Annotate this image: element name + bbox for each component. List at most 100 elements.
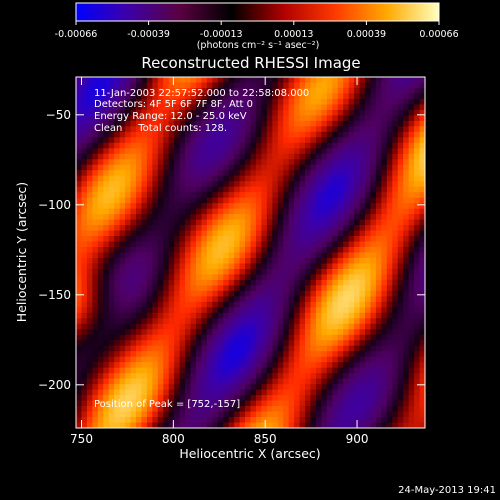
heatmap-cell bbox=[190, 367, 197, 374]
heatmap-cell bbox=[381, 340, 388, 347]
heatmap-cell bbox=[305, 301, 312, 308]
heatmap-cell bbox=[119, 186, 126, 193]
heatmap-cell bbox=[359, 318, 366, 325]
heatmap-cell bbox=[152, 170, 159, 177]
heatmap-cell bbox=[305, 98, 312, 106]
heatmap-cell bbox=[174, 93, 181, 100]
heatmap-cell bbox=[305, 378, 312, 385]
heatmap-cell bbox=[359, 137, 366, 144]
heatmap-cell bbox=[288, 115, 295, 122]
heatmap-cell bbox=[135, 356, 143, 363]
heatmap-cell bbox=[326, 203, 333, 210]
heatmap-cell bbox=[294, 274, 301, 281]
heatmap-cell bbox=[195, 104, 203, 111]
heatmap-cell bbox=[130, 318, 137, 325]
heatmap-cell bbox=[76, 98, 83, 106]
heatmap-cell bbox=[354, 219, 361, 226]
heatmap-cell bbox=[250, 301, 257, 308]
heatmap-cell bbox=[185, 164, 192, 171]
heatmap-cell bbox=[76, 323, 83, 330]
heatmap-cell bbox=[212, 109, 219, 116]
heatmap-cell bbox=[348, 131, 355, 138]
heatmap-cell bbox=[354, 203, 361, 210]
heatmap-cell bbox=[397, 411, 404, 418]
heatmap-cell bbox=[370, 236, 377, 243]
heatmap-cell bbox=[288, 290, 295, 297]
heatmap-cell bbox=[190, 170, 197, 177]
heatmap-cell bbox=[392, 389, 399, 396]
heatmap-cell bbox=[103, 236, 110, 243]
heatmap-cell bbox=[381, 417, 388, 424]
heatmap-cell bbox=[130, 148, 137, 155]
heatmap-cell bbox=[250, 367, 257, 374]
heatmap-cell bbox=[212, 170, 219, 177]
heatmap-cell bbox=[152, 285, 159, 292]
heatmap-cell bbox=[103, 334, 110, 341]
heatmap-cell bbox=[261, 225, 268, 232]
heatmap-cell bbox=[419, 98, 425, 106]
heatmap-cell bbox=[299, 120, 306, 127]
heatmap-cell bbox=[239, 362, 246, 369]
heatmap-cell bbox=[103, 93, 110, 100]
heatmap-cell bbox=[332, 197, 339, 204]
heatmap-cell bbox=[272, 208, 279, 215]
heatmap-cell bbox=[114, 373, 121, 380]
heatmap-cell bbox=[403, 362, 410, 369]
heatmap-cell bbox=[255, 274, 262, 281]
heatmap-cell bbox=[103, 153, 110, 160]
heatmap-cell bbox=[299, 263, 306, 270]
heatmap-cell bbox=[359, 225, 366, 232]
heatmap-cell bbox=[185, 181, 192, 188]
heatmap-cell bbox=[348, 356, 355, 363]
heatmap-cell bbox=[97, 301, 104, 308]
heatmap-cell bbox=[386, 411, 393, 418]
heatmap-cell bbox=[305, 164, 312, 171]
heatmap-cell bbox=[294, 170, 301, 177]
heatmap-cell bbox=[97, 126, 104, 133]
heatmap-cell bbox=[359, 263, 366, 270]
heatmap-cell bbox=[245, 115, 252, 122]
heatmap-cell bbox=[343, 301, 350, 308]
heatmap-cell bbox=[397, 296, 404, 303]
heatmap-cell bbox=[234, 323, 241, 330]
heatmap-cell bbox=[272, 318, 279, 325]
heatmap-cell bbox=[277, 367, 284, 374]
heatmap-cell bbox=[81, 241, 88, 248]
heatmap-cell bbox=[255, 153, 262, 160]
heatmap-cell bbox=[92, 214, 99, 221]
heatmap-cell bbox=[234, 406, 241, 413]
heatmap-cell bbox=[152, 301, 159, 308]
heatmap-cell bbox=[266, 181, 273, 188]
heatmap-cell bbox=[103, 268, 110, 276]
heatmap-cell bbox=[212, 411, 219, 418]
heatmap-cell bbox=[190, 400, 197, 407]
heatmap-cell bbox=[174, 186, 181, 193]
heatmap-cell bbox=[414, 153, 421, 160]
heatmap-cell bbox=[245, 131, 252, 138]
heatmap-cell bbox=[294, 334, 301, 341]
heatmap-cell bbox=[125, 208, 132, 215]
heatmap-cell bbox=[337, 197, 344, 204]
heatmap-cell bbox=[130, 334, 137, 341]
heatmap-cell bbox=[212, 257, 219, 265]
heatmap-cell bbox=[97, 389, 104, 396]
heatmap-cell bbox=[223, 334, 230, 341]
heatmap-cell bbox=[223, 214, 230, 221]
heatmap-cell bbox=[125, 153, 132, 160]
heatmap-cell bbox=[403, 197, 410, 204]
heatmap-cell bbox=[365, 285, 372, 292]
heatmap-cell bbox=[261, 389, 268, 396]
heatmap-cell bbox=[239, 164, 246, 171]
heatmap-cell bbox=[163, 307, 170, 314]
heatmap-cell bbox=[174, 422, 181, 428]
heatmap-cell bbox=[130, 230, 137, 237]
heatmap-cell bbox=[141, 164, 148, 171]
heatmap-cell bbox=[245, 236, 252, 243]
heatmap-cell bbox=[294, 422, 301, 428]
heatmap-cell bbox=[157, 296, 164, 303]
heatmap-cell bbox=[228, 268, 235, 276]
heatmap-cell bbox=[239, 389, 246, 396]
heatmap-cell bbox=[392, 400, 399, 407]
heatmap-cell bbox=[261, 208, 268, 215]
heatmap-cell bbox=[130, 345, 137, 352]
